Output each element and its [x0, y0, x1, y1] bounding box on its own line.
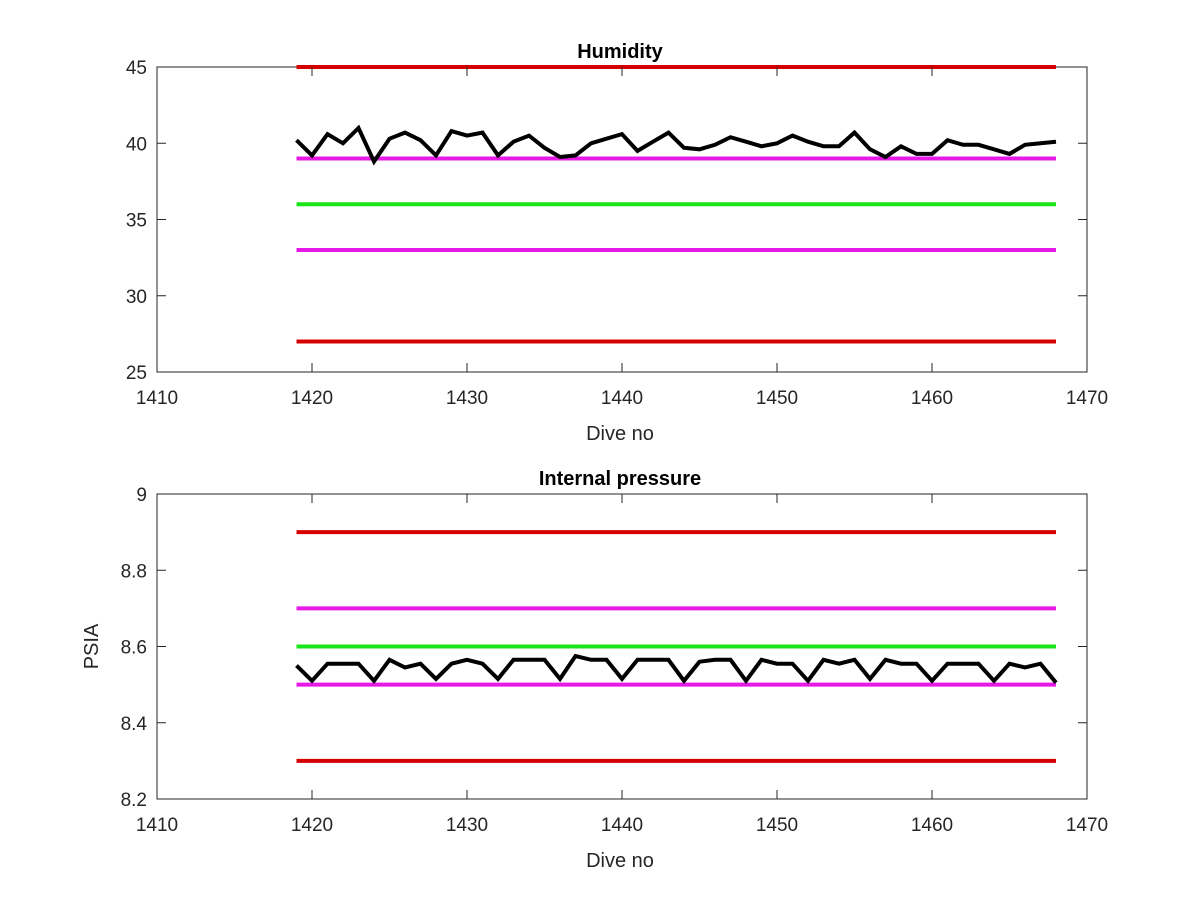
y-tick-label: 45 — [126, 58, 147, 79]
data-series-line — [295, 124, 1057, 166]
x-tick-label: 1440 — [601, 815, 643, 836]
y-tick-label: 30 — [126, 287, 147, 308]
x-tick-label: 1460 — [911, 815, 953, 836]
y-axis-label: PSIA — [81, 623, 103, 669]
x-tick-label: 1450 — [756, 388, 798, 409]
x-tick-label: 1470 — [1066, 815, 1108, 836]
chart-title: Internal pressure — [539, 468, 701, 490]
x-tick-label: 1460 — [911, 388, 953, 409]
x-tick-label: 1410 — [136, 388, 178, 409]
x-tick-label: 1440 — [601, 388, 643, 409]
x-tick-label: 1450 — [756, 815, 798, 836]
x-tick-label: 1430 — [446, 815, 488, 836]
x-axis-label: Dive no — [586, 423, 654, 445]
y-tick-label: 25 — [126, 363, 147, 384]
y-tick-label: 8.4 — [121, 714, 148, 735]
y-tick-label: 40 — [126, 134, 147, 155]
chart-panel-1: 1410 1420 1430 1440 1450 1460 1470 25 30 35 40 45 Hu… — [126, 41, 1108, 445]
x-tick-label: 1470 — [1066, 388, 1108, 409]
x-tick-label: 1420 — [291, 815, 333, 836]
chart-panel-2: 1410 1420 1430 1440 1450 1460 1470 8.2 8.4 8.6 8.8… — [81, 468, 1108, 872]
x-axis-label: Dive no — [586, 850, 654, 872]
plot-area — [156, 66, 1088, 373]
data-series-line — [295, 653, 1058, 685]
y-tick-label: 9 — [136, 485, 147, 506]
y-tick-label: 8.2 — [121, 790, 147, 811]
x-tick-label: 1410 — [136, 815, 178, 836]
y-tick-label: 8.6 — [121, 638, 147, 659]
chart-title: Humidity — [577, 41, 663, 63]
y-tick-label: 35 — [126, 211, 147, 232]
y-tick-label: 8.8 — [121, 561, 147, 582]
x-tick-label: 1420 — [291, 388, 333, 409]
x-tick-label: 1430 — [446, 388, 488, 409]
